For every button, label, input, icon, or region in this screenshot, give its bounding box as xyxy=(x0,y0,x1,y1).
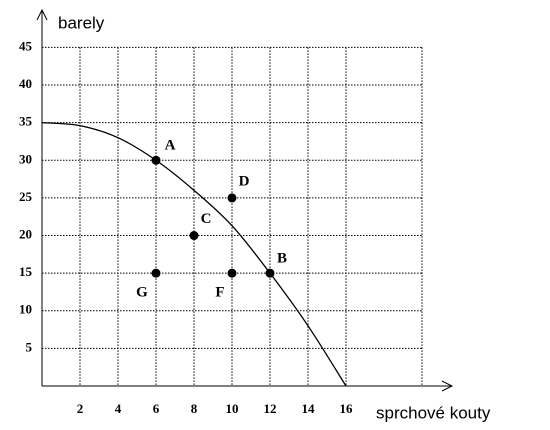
x-axis-label: sprchové kouty xyxy=(376,403,491,422)
point-label: F xyxy=(215,285,224,301)
x-tick-label: 16 xyxy=(340,401,354,416)
y-tick-label: 25 xyxy=(19,189,33,204)
y-tick-label: 15 xyxy=(19,264,33,279)
x-tick-label: 14 xyxy=(302,401,316,416)
x-tick-label: 2 xyxy=(77,401,84,416)
point xyxy=(227,268,237,278)
x-tick-label: 4 xyxy=(115,401,122,416)
y-tick-label: 5 xyxy=(26,339,33,354)
y-tick-label: 40 xyxy=(19,76,32,91)
y-axis-label: barely xyxy=(58,13,105,32)
point xyxy=(151,155,161,165)
point-label: C xyxy=(201,211,212,227)
x-tick-label: 6 xyxy=(153,401,160,416)
point xyxy=(189,231,199,241)
point-label: G xyxy=(136,285,148,301)
ppf-curve xyxy=(41,121,347,387)
point xyxy=(151,268,161,278)
y-tick-label: 10 xyxy=(19,302,32,317)
y-tick-label: 45 xyxy=(19,38,33,53)
point-label: B xyxy=(277,251,287,267)
x-tick-label: 8 xyxy=(191,401,198,416)
point-label: D xyxy=(239,173,250,189)
x-arrow xyxy=(441,380,454,392)
y-tick-label: 20 xyxy=(19,226,32,241)
y-tick-label: 30 xyxy=(19,151,32,166)
point xyxy=(227,193,237,203)
point-label: A xyxy=(165,138,176,154)
y-tick-label: 35 xyxy=(19,114,33,129)
point xyxy=(265,268,275,278)
x-tick-label: 12 xyxy=(264,401,277,416)
y-arrow xyxy=(36,8,48,21)
x-tick-label: 10 xyxy=(226,401,239,416)
